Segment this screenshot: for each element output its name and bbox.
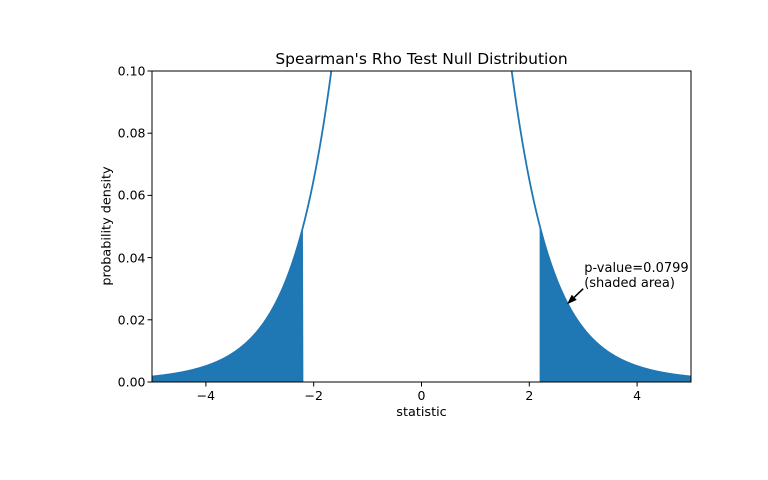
y-tick-label: 0.00 [117, 374, 146, 390]
ticks-group [147, 70, 638, 387]
density-curve [152, 71, 691, 378]
y-tick-label: 0.10 [117, 63, 146, 79]
x-tick-label: −2 [304, 387, 323, 403]
annotation-arrow-group [567, 288, 584, 305]
annotation-arrow-head [567, 294, 577, 305]
y-tick-label: 0.06 [117, 187, 146, 203]
y-tick-label: 0.04 [117, 250, 146, 266]
shaded-tails-group [152, 225, 691, 382]
right-tail-fill [539, 225, 691, 382]
annotation-arrow-shaft [573, 288, 584, 298]
y-tick-label: 0.08 [117, 125, 146, 141]
x-tick-label: −4 [196, 387, 216, 403]
y-tick-label: 0.02 [117, 312, 146, 328]
x-axis-label: statistic [396, 405, 447, 420]
axes-border [151, 70, 692, 383]
p-value-annotation: p-value=0.0799 (shaded area) [584, 261, 688, 291]
left-tail-fill [152, 227, 304, 382]
p-value-annotation-line1: p-value=0.0799 [584, 260, 689, 276]
p-value-annotation-line2: (shaded area) [584, 275, 675, 291]
chart-title: Spearman's Rho Test Null Distribution [275, 50, 568, 68]
density-curve-group [152, 71, 691, 378]
y-axis-label: probability density [99, 166, 115, 286]
x-tick-label: 0 [417, 387, 426, 403]
x-tick-label: 4 [633, 387, 642, 403]
x-tick-label: 2 [525, 387, 534, 403]
